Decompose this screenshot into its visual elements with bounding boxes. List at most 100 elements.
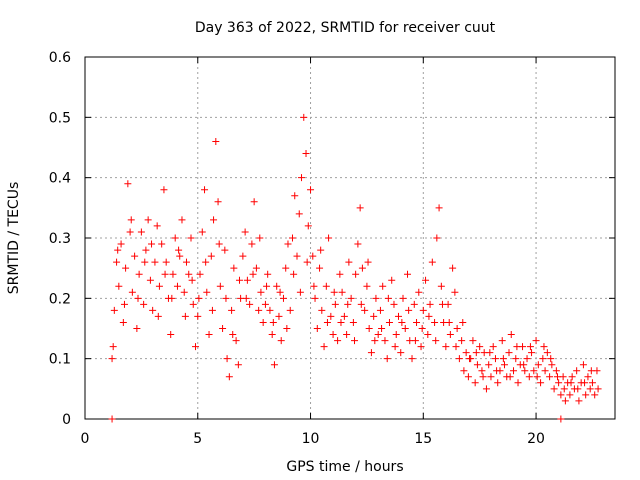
data-point — [534, 361, 542, 369]
data-point — [408, 355, 416, 363]
data-point — [469, 337, 477, 345]
data-point — [148, 240, 156, 248]
data-point — [113, 258, 121, 266]
data-point — [194, 312, 202, 320]
data-point — [455, 355, 463, 363]
y-tick-label: 0.2 — [49, 291, 71, 307]
data-point — [523, 355, 531, 363]
data-point — [249, 270, 257, 278]
data-point — [567, 379, 575, 387]
data-point — [242, 294, 250, 302]
data-point — [371, 337, 379, 345]
data-point — [458, 337, 466, 345]
data-point — [300, 113, 308, 121]
data-point — [327, 312, 335, 320]
data-point — [411, 337, 419, 345]
data-point — [246, 300, 254, 308]
data-point — [356, 204, 364, 212]
data-point — [548, 361, 556, 369]
data-point — [372, 294, 380, 302]
data-point — [241, 228, 249, 236]
data-point — [187, 234, 195, 242]
data-point — [316, 264, 324, 272]
data-point — [537, 379, 545, 387]
data-point — [374, 331, 382, 339]
data-point — [279, 294, 287, 302]
data-point — [263, 282, 271, 290]
data-point — [320, 343, 328, 351]
data-point — [181, 312, 189, 320]
data-point — [520, 361, 528, 369]
data-point — [478, 367, 486, 375]
data-point — [446, 331, 454, 339]
data-point — [370, 312, 378, 320]
data-point — [259, 318, 267, 326]
data-point — [225, 373, 233, 381]
data-point — [266, 306, 274, 314]
data-point — [507, 331, 515, 339]
data-point — [410, 300, 418, 308]
data-point — [334, 337, 342, 345]
data-point — [432, 337, 440, 345]
data-point — [313, 325, 321, 332]
data-point — [550, 385, 558, 393]
data-point — [208, 306, 216, 314]
data-point — [579, 361, 587, 369]
data-point — [232, 337, 240, 345]
data-point — [182, 258, 190, 266]
data-point — [317, 246, 325, 254]
data-point — [345, 258, 353, 266]
data-point — [351, 337, 359, 345]
data-point — [428, 258, 436, 266]
x-axis-label: GPS time / hours — [286, 459, 403, 475]
data-point — [264, 270, 272, 278]
data-point — [176, 252, 184, 260]
data-point — [381, 337, 389, 345]
data-point — [222, 294, 230, 302]
data-point — [141, 258, 149, 266]
data-point — [161, 270, 169, 278]
data-point — [304, 222, 312, 230]
data-point — [151, 258, 159, 266]
data-point — [510, 367, 518, 375]
data-point — [135, 270, 143, 278]
data-point — [128, 288, 136, 296]
data-point — [486, 349, 494, 357]
data-point — [378, 325, 386, 332]
data-point — [171, 234, 179, 242]
data-point — [134, 294, 142, 302]
data-point — [322, 282, 330, 290]
data-point — [361, 306, 369, 314]
data-point — [466, 355, 474, 363]
data-point — [109, 343, 117, 351]
data-point — [173, 282, 181, 290]
data-point — [119, 318, 127, 326]
data-point — [464, 373, 472, 381]
data-point — [296, 288, 304, 296]
data-point — [137, 228, 145, 236]
data-point — [476, 343, 484, 351]
data-point — [587, 367, 595, 375]
data-point — [530, 367, 538, 375]
y-tick-label: 0.4 — [49, 171, 71, 187]
data-point — [364, 258, 372, 266]
data-point — [302, 150, 310, 158]
data-point — [256, 234, 264, 242]
data-point — [539, 355, 547, 363]
data-point — [269, 318, 277, 326]
data-point — [533, 373, 541, 381]
data-point — [390, 300, 398, 308]
data-point — [142, 246, 150, 254]
data-point — [203, 288, 211, 296]
data-point — [438, 300, 446, 308]
data-point — [498, 337, 506, 345]
data-point — [591, 391, 599, 399]
data-point — [425, 312, 433, 320]
data-point — [392, 331, 400, 339]
y-tick-label: 0.6 — [49, 50, 71, 66]
data-point — [230, 264, 238, 272]
data-point — [344, 300, 352, 308]
data-point — [385, 318, 393, 326]
data-point — [298, 174, 306, 182]
data-point — [146, 276, 154, 284]
